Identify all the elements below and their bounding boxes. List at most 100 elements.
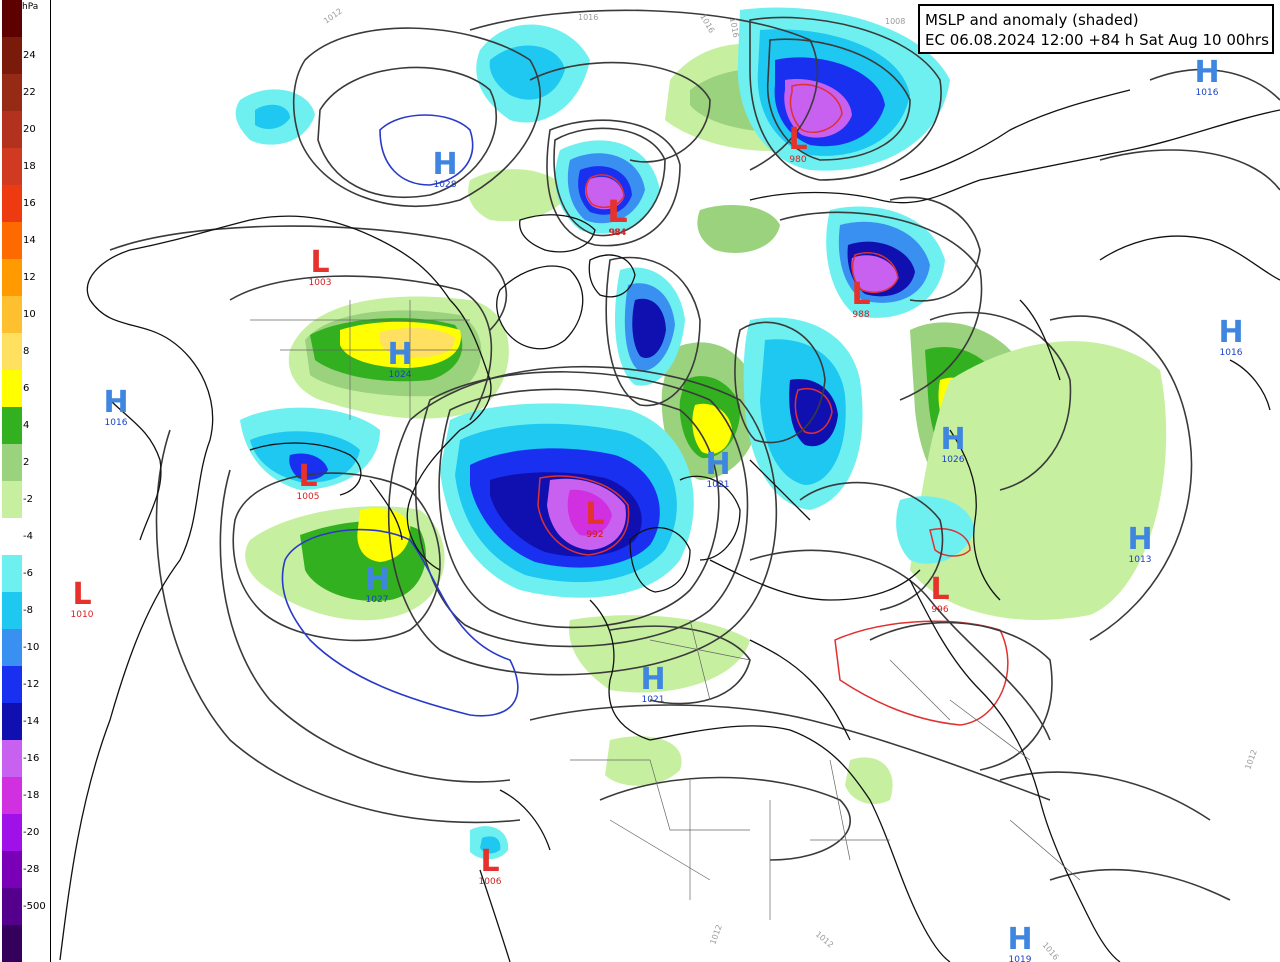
negative-anomaly-shading <box>235 7 975 860</box>
pressure-center-letter: H <box>1194 55 1220 90</box>
colorbar-swatch <box>2 296 22 334</box>
map-panel: 1012 1016 1016 1008 1016 1012 1012 1016 … <box>50 0 1280 962</box>
pressure-center-value: 992 <box>586 530 604 540</box>
colorbar-tick-label: 10 <box>23 308 36 320</box>
pressure-center-letter: H <box>1218 315 1244 350</box>
pressure-center-value: 996 <box>931 605 949 615</box>
pressure-center-letter: H <box>1127 522 1153 557</box>
high-pressure-center: H 1028 <box>432 147 458 191</box>
map-title: MSLP and anomaly (shaded) <box>925 11 1139 29</box>
colorbar-tick-label: 2 <box>23 456 30 468</box>
colorbar-tick-label: -10 <box>23 641 40 653</box>
pressure-center-value: 992 <box>586 530 604 540</box>
colorbar-swatch <box>2 0 22 38</box>
map-canvas: 1012 1016 1016 1008 1016 1012 1012 1016 … <box>59 7 1280 962</box>
pressure-center-letter: H <box>432 147 458 182</box>
colorbar-tick-label: -8 <box>23 604 33 616</box>
colorbar-tick-label: 4 <box>23 419 30 431</box>
pressure-center-value: 1024 <box>388 370 412 380</box>
colorbar-tick-label: -12 <box>23 678 40 690</box>
pressure-center-letter: L <box>585 497 605 532</box>
colorbar-swatch <box>2 259 22 297</box>
pressure-center-value: 1010 <box>70 610 94 620</box>
colorbar-swatch <box>2 518 22 556</box>
low-pressure-center: L 1003 <box>309 245 332 289</box>
colorbar-tick-label: 14 <box>23 234 36 246</box>
pressure-center-value: 1027 <box>365 595 389 605</box>
low-pressure-center: L 1006 <box>479 844 502 888</box>
pressure-center-letter: L <box>607 195 627 230</box>
colorbar-tick-label: -16 <box>23 752 40 764</box>
pressure-center-value: 984 <box>609 228 627 238</box>
high-pressure-center: H 1024 <box>387 337 413 381</box>
pressure-center-letter: H <box>940 422 966 457</box>
low-pressure-center: L 984 <box>608 195 628 239</box>
colorbar-legend: hPa 24 22 20 18 16 14 12 10 8 6 4 2 -2 -4 -6 -8 -10 -12 -1… <box>0 0 51 962</box>
colorbar-swatch <box>2 444 22 482</box>
positive-anomaly-shading <box>245 43 1167 805</box>
colorbar-swatch <box>2 37 22 75</box>
colorbar-tick-label: 22 <box>23 86 36 98</box>
colorbar-tick-label: 16 <box>23 197 36 209</box>
low-pressure-center: L 1005 <box>297 459 320 503</box>
isobar-label: 1012 <box>322 7 344 26</box>
colorbar-tick-label: 18 <box>23 160 36 172</box>
pressure-center-letter: L <box>310 245 330 280</box>
high-pressure-center: H 1019 <box>1007 925 1032 962</box>
high-pressure-center: H 1021 <box>705 447 731 491</box>
colorbar-swatch <box>2 666 22 704</box>
colorbar-tick-label: -20 <box>23 826 40 838</box>
low-pressure-center: L 984 <box>607 195 627 239</box>
colorbar-swatch <box>2 222 22 260</box>
pressure-center-letter: L <box>585 497 605 532</box>
pressure-center-letter: L <box>298 459 318 494</box>
high-pressure-center: H 1027 <box>364 562 390 606</box>
pressure-center-letter: L <box>930 572 950 607</box>
pressure-center-value: 988 <box>852 310 870 320</box>
pressure-center-letter: H <box>387 337 413 372</box>
colorbar-swatch <box>2 740 22 778</box>
colorbar-tick-label: 8 <box>23 345 30 357</box>
colorbar-tick-label: -2 <box>23 493 33 505</box>
colorbar-swatch <box>2 407 22 445</box>
pressure-center-value: 1016 <box>1195 88 1219 98</box>
isobar-label: 1016 <box>578 13 598 22</box>
pressure-center-letter: H <box>705 447 731 482</box>
colorbar-swatch <box>2 148 22 186</box>
colorbar-swatch <box>2 555 22 593</box>
colorbar-swatch <box>2 925 22 962</box>
pressure-center-value: 1021 <box>706 480 730 490</box>
isobar-label: 1016 <box>1040 941 1060 962</box>
pressure-center-value: 1016 <box>1219 348 1243 358</box>
pressure-center-value: 1026 <box>941 455 965 465</box>
colorbar-tick-label: 12 <box>23 271 36 283</box>
low-pressure-center: L 996 <box>930 572 950 616</box>
isobar-label: 1012 <box>708 923 723 945</box>
colorbar-tick-label: -4 <box>23 530 33 542</box>
colorbar-tick-label: 20 <box>23 123 36 135</box>
high-pressure-center: H 1021 <box>640 662 666 706</box>
high-pressure-center: H 1013 <box>1127 522 1153 566</box>
colorbar-swatch <box>2 777 22 815</box>
low-pressure-center: L 1010 <box>70 577 94 621</box>
colorbar-swatch <box>2 185 22 223</box>
anomaly-contours-red <box>537 83 1009 726</box>
colorbar-swatch <box>2 481 22 519</box>
isobar-label: 1016 <box>728 17 740 39</box>
pressure-center-letter: L <box>480 844 500 879</box>
low-pressure-center: L 988 <box>851 280 870 321</box>
colorbar-tick-label: -14 <box>23 715 40 727</box>
colorbar-swatch <box>2 74 22 112</box>
colorbar-tick-label: -28 <box>23 863 40 875</box>
title-box: MSLP and anomaly (shaded) EC 06.08.2024 … <box>918 4 1274 54</box>
pressure-center-letter: H <box>364 562 390 597</box>
pressure-center-value: 1019 <box>1008 955 1032 962</box>
pressure-center-value: 980 <box>789 155 807 165</box>
pressure-center-letter: L <box>608 195 628 230</box>
pressure-center-value: 1028 <box>433 180 457 190</box>
pressure-center-letter: L <box>72 577 92 612</box>
colorbar-swatch <box>2 111 22 149</box>
coastlines <box>59 89 1280 962</box>
pressure-center-letter: H <box>640 662 666 697</box>
high-pressure-center: H 1016 <box>1218 315 1244 359</box>
